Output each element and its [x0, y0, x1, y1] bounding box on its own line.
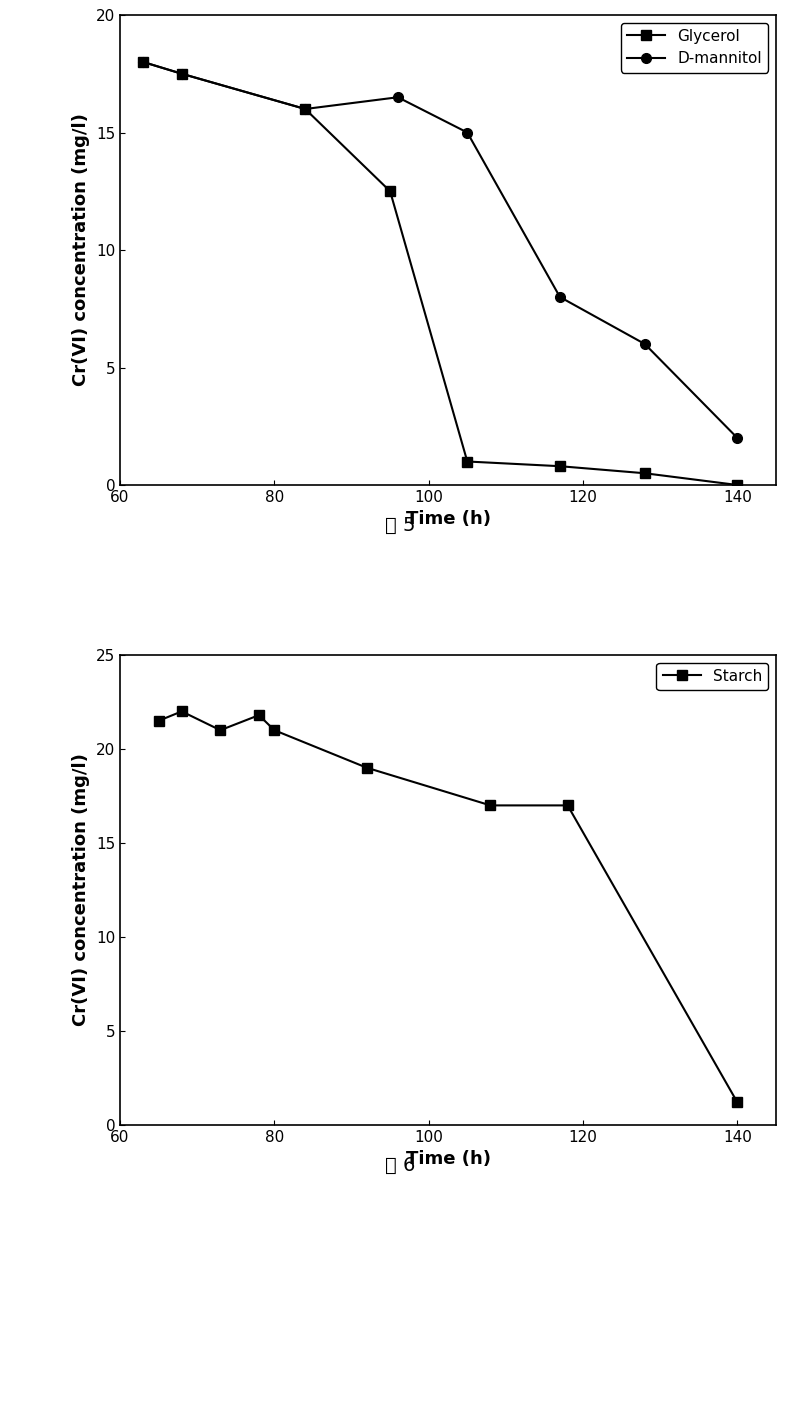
Starch	[270, 722, 279, 739]
Starch	[733, 1093, 742, 1110]
D-mannitol	[301, 101, 310, 118]
D-mannitol	[393, 89, 402, 106]
Glycerol	[138, 54, 148, 71]
Starch	[215, 722, 225, 739]
Y-axis label: Cr(VI) concentration (mg/l): Cr(VI) concentration (mg/l)	[72, 113, 90, 387]
Glycerol	[177, 65, 186, 82]
X-axis label: Time (h): Time (h)	[406, 1150, 490, 1168]
Line: Glycerol: Glycerol	[138, 57, 742, 489]
Glycerol	[733, 476, 742, 493]
Glycerol	[462, 452, 472, 469]
Legend: Starch: Starch	[657, 662, 768, 691]
Glycerol	[640, 465, 650, 482]
D-mannitol	[640, 336, 650, 353]
X-axis label: Time (h): Time (h)	[406, 510, 490, 529]
Line: D-mannitol: D-mannitol	[138, 57, 742, 442]
D-mannitol	[138, 54, 148, 71]
Starch	[254, 706, 264, 723]
D-mannitol	[462, 123, 472, 140]
Starch	[154, 712, 163, 729]
Line: Starch: Starch	[154, 706, 742, 1107]
Starch	[563, 797, 573, 814]
D-mannitol	[733, 430, 742, 447]
D-mannitol	[177, 65, 186, 82]
Starch	[362, 759, 372, 776]
Glycerol	[555, 458, 565, 475]
Text: 图 5: 图 5	[385, 516, 415, 535]
Starch	[177, 703, 186, 720]
Glycerol	[301, 101, 310, 118]
Y-axis label: Cr(VI) concentration (mg/l): Cr(VI) concentration (mg/l)	[72, 753, 90, 1027]
Glycerol	[386, 183, 395, 200]
Starch	[486, 797, 495, 814]
D-mannitol	[555, 288, 565, 305]
Text: 图 6: 图 6	[385, 1156, 415, 1174]
Legend: Glycerol, D-mannitol: Glycerol, D-mannitol	[621, 23, 768, 72]
